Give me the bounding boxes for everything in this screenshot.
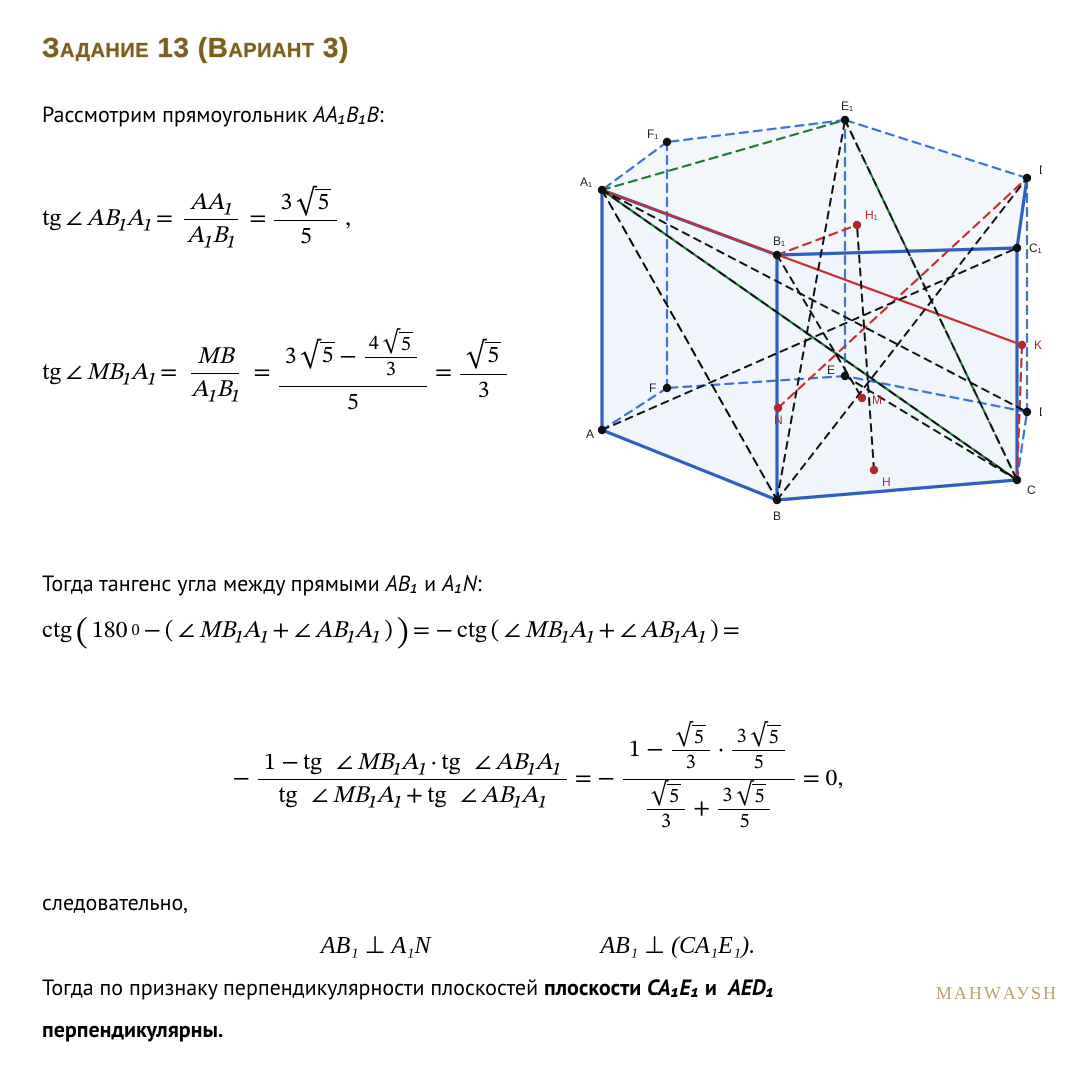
svg-text:C₁: C₁ bbox=[1029, 241, 1042, 255]
paragraph-3: следовательно, bbox=[42, 889, 1034, 917]
left-column: Рассмотрим прямоугольник AA₁B₁B: tg ∠AB₁… bbox=[42, 90, 552, 436]
svg-text:M: M bbox=[872, 393, 882, 407]
paragraph-2: Тогда тангенс угла между прямыми AB₁ и A… bbox=[42, 570, 1034, 598]
equation-3: ctg(1800 − (∠MB₁A₁ + ∠AB₁A₁)) = − ctg(∠M… bbox=[42, 616, 1034, 646]
page-title: Задание 13 (Вариант 3) bbox=[42, 32, 1034, 64]
p1-text: Рассмотрим прямоугольник bbox=[42, 101, 313, 129]
svg-text:C: C bbox=[1027, 483, 1036, 497]
eq1-frac1: AA₁ A₁B₁ bbox=[181, 188, 241, 252]
p1-suffix: : bbox=[379, 101, 384, 129]
svg-text:D₁: D₁ bbox=[1039, 163, 1042, 177]
watermark: МАНWАУSН bbox=[936, 983, 1058, 1004]
svg-text:B: B bbox=[773, 509, 781, 520]
eq2-frac1: MB A₁B₁ bbox=[185, 342, 245, 406]
perp-1: AB₁ ⊥ A₁N bbox=[321, 931, 431, 960]
svg-text:F₁: F₁ bbox=[647, 127, 658, 141]
eq1-frac2: 35 5 bbox=[274, 187, 337, 253]
svg-text:H₁: H₁ bbox=[865, 208, 878, 222]
tg-op: tg bbox=[42, 203, 61, 237]
eq2-frac-rhs: 5 3 bbox=[460, 340, 507, 406]
eq2-smallfrac: 45 3 bbox=[365, 331, 417, 383]
prism-diagram: A B C D E F A₁ B₁ C₁ D₁ E₁ F₁ M N K H H₁ bbox=[562, 90, 1042, 520]
eq2-frac-mid: 35 − 45 3 5 bbox=[279, 329, 427, 418]
svg-text:K: K bbox=[1034, 338, 1042, 352]
equation-2: tg ∠MB₁A₁ = MB A₁B₁ = 35 − 45 3 bbox=[42, 329, 552, 418]
equation-4: − 1 − tg ∠MB₁A₁ · tg ∠AB₁A₁ tg ∠MB₁A₁ + … bbox=[42, 722, 1034, 837]
svg-text:A₁: A₁ bbox=[580, 175, 592, 189]
perpendicular-row: AB₁ ⊥ A₁N AB₁ ⊥ (CA₁E₁). bbox=[42, 931, 1034, 960]
svg-text:H: H bbox=[882, 475, 891, 489]
svg-text:B₁: B₁ bbox=[773, 234, 785, 248]
paragraph-4b: перпендикулярны. bbox=[42, 1016, 1034, 1044]
svg-text:D: D bbox=[1039, 405, 1042, 419]
eq4-frac-sym: 1 − tg ∠MB₁A₁ · tg ∠AB₁A₁ tg ∠MB₁A₁ + tg… bbox=[258, 748, 567, 812]
svg-text:F: F bbox=[649, 381, 656, 395]
equation-1: tg ∠AB₁A₁ = AA₁ A₁B₁ = 35 5 , bbox=[42, 187, 552, 253]
p1-math: AA₁B₁B bbox=[313, 101, 379, 129]
svg-text:A: A bbox=[586, 427, 594, 441]
eq1-angle: AB₁A₁ bbox=[86, 203, 151, 237]
svg-text:E₁: E₁ bbox=[841, 99, 853, 113]
document-page: Задание 13 (Вариант 3) Рассмотрим прямоу… bbox=[0, 0, 1074, 1080]
paragraph-4: Тогда по признаку перпендикулярности пло… bbox=[42, 974, 1034, 1002]
eq4-frac-num: 1 − 53 · 355 53 + 355 bbox=[623, 722, 795, 837]
svg-text:N: N bbox=[774, 413, 783, 427]
perp-2: AB₁ ⊥ (CA₁E₁). bbox=[601, 931, 756, 960]
right-column: A B C D E F A₁ B₁ C₁ D₁ E₁ F₁ M N K H H₁ bbox=[562, 90, 1042, 520]
angle-sym: ∠ bbox=[65, 203, 82, 237]
top-row: Рассмотрим прямоугольник AA₁B₁B: tg ∠AB₁… bbox=[42, 90, 1034, 520]
paragraph-1: Рассмотрим прямоугольник AA₁B₁B: bbox=[42, 100, 552, 131]
svg-text:E: E bbox=[827, 363, 835, 377]
